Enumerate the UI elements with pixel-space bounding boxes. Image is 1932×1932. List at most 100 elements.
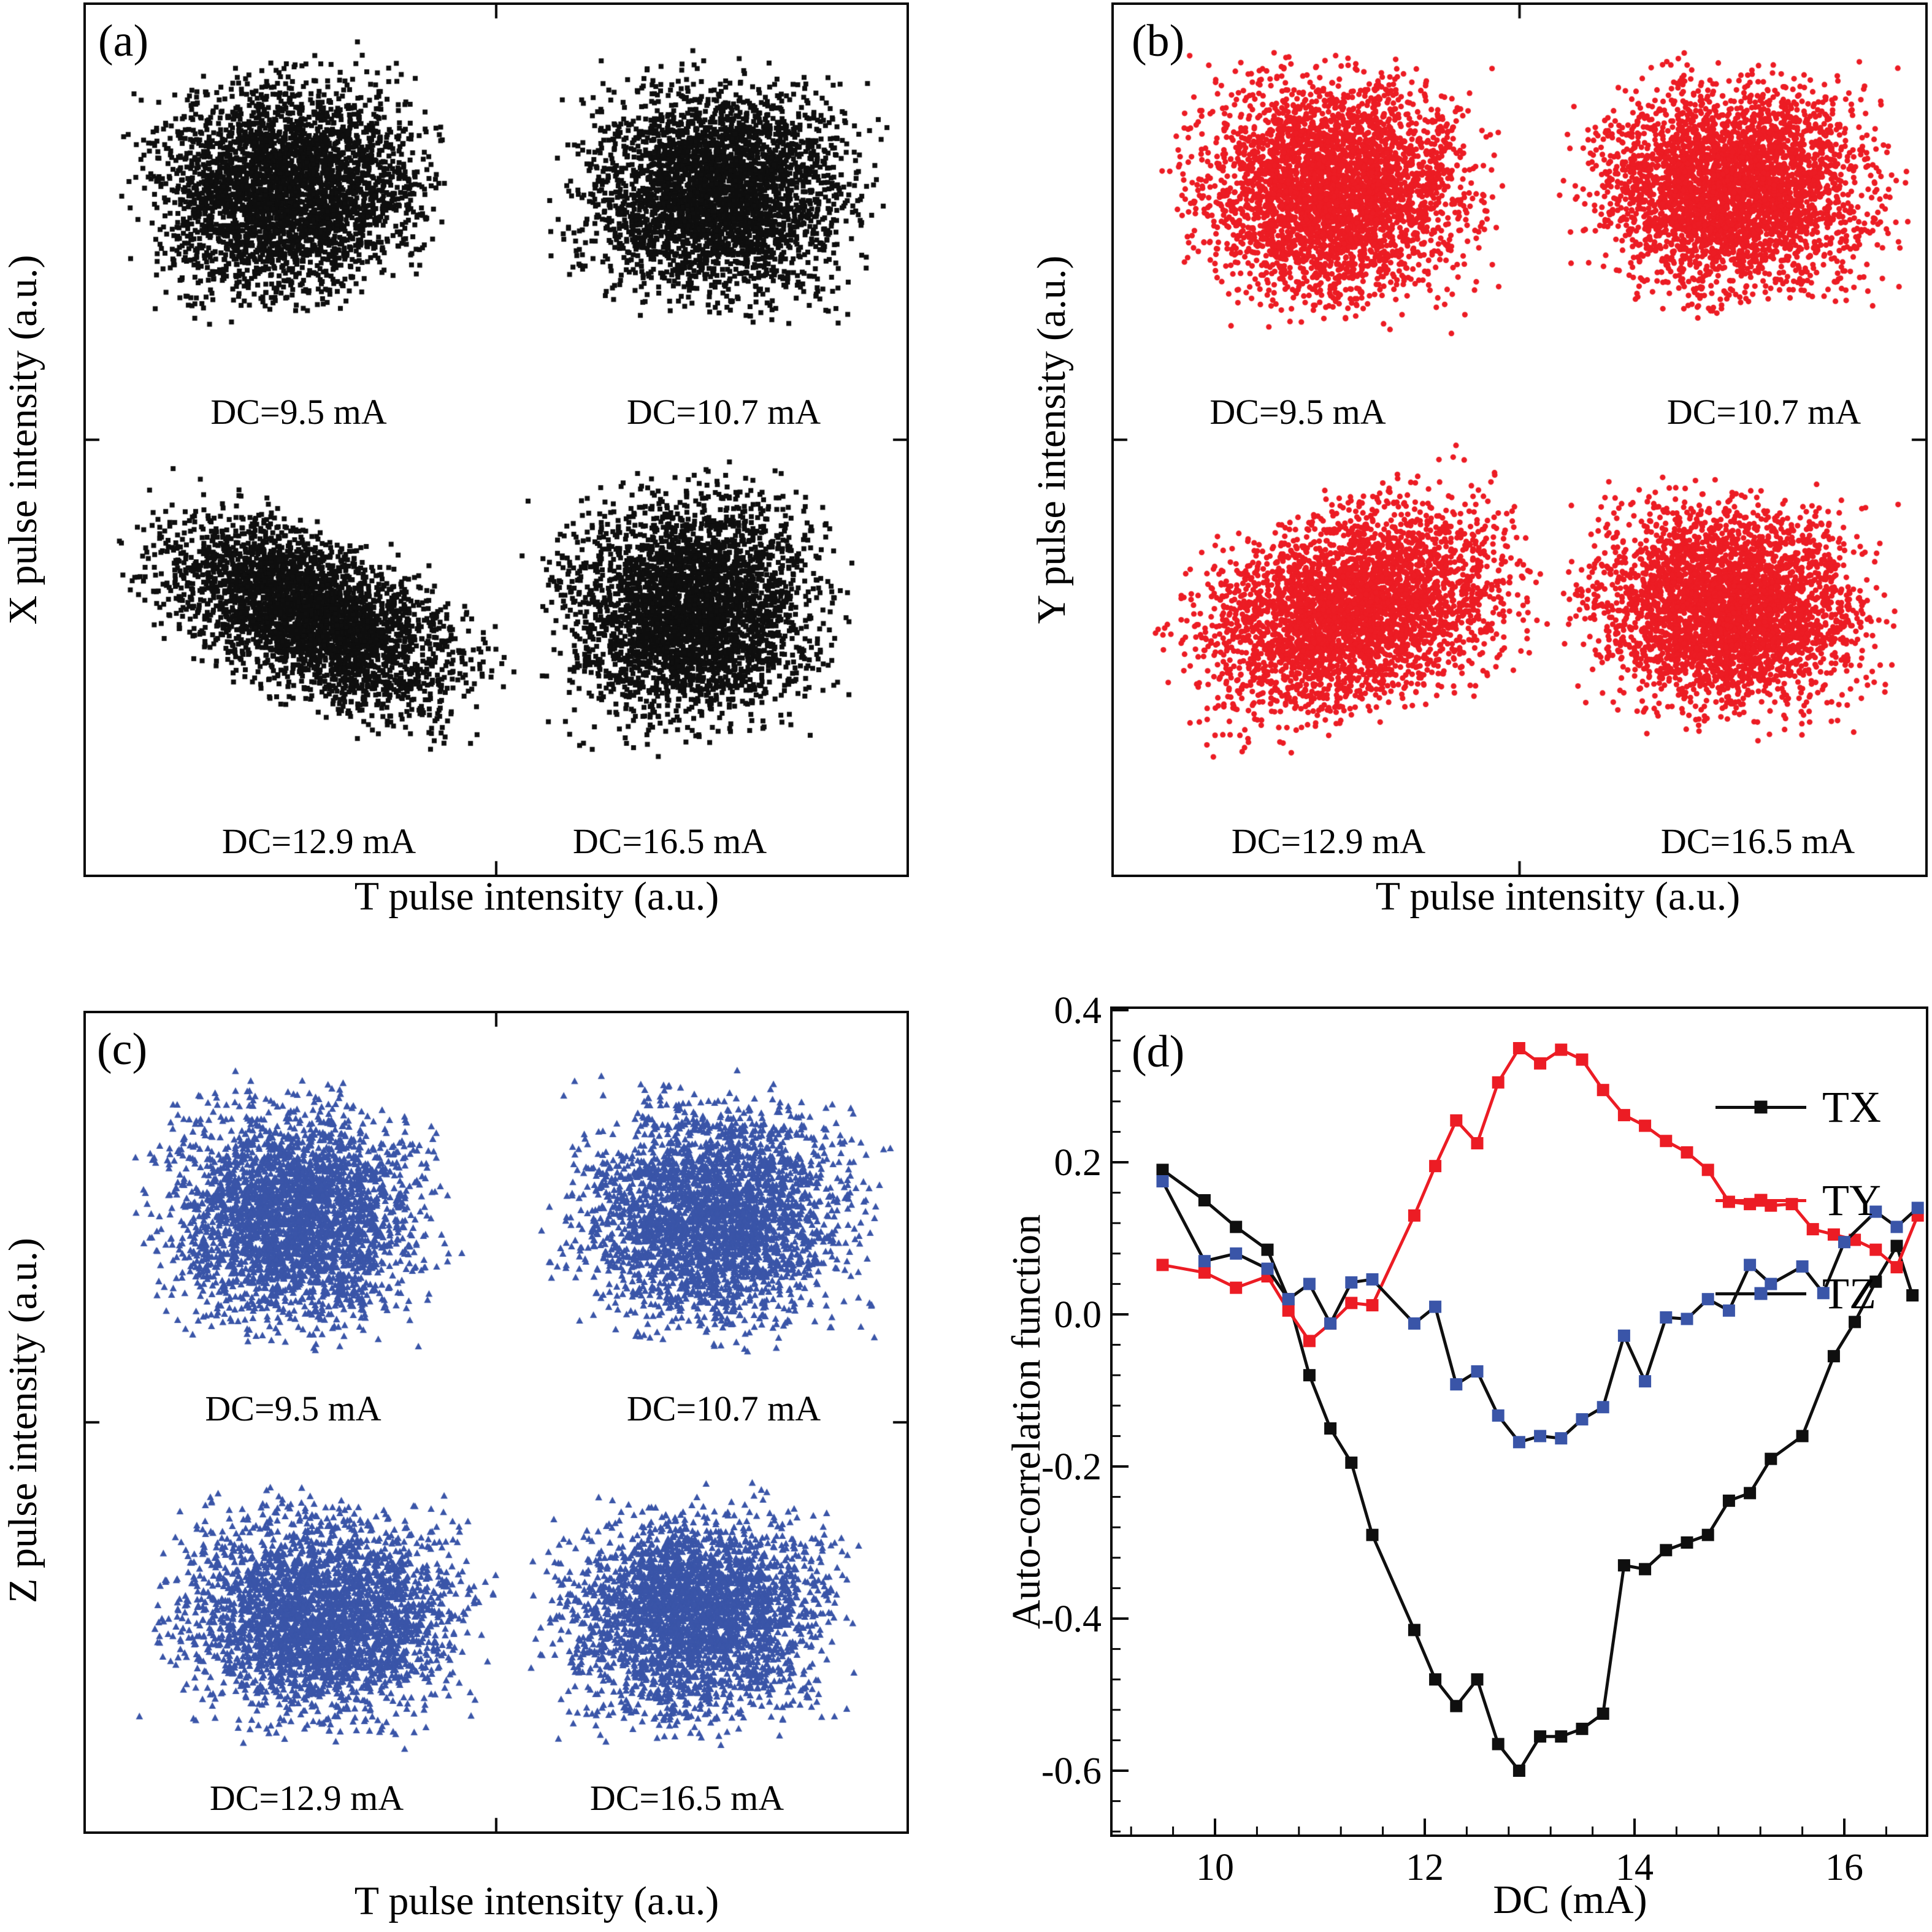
acf-point-TX — [1156, 1163, 1169, 1176]
acf-point-TY — [1555, 1043, 1568, 1056]
acf-point-TY — [1890, 1261, 1903, 1274]
y-tick-label: 0.4 — [1054, 990, 1102, 1032]
panel-d-xlabel: DC (mA) — [1493, 1877, 1647, 1922]
acf-point-TY — [1534, 1057, 1547, 1070]
acf-point-TX — [1408, 1623, 1420, 1636]
acf-point-TZ — [1660, 1311, 1673, 1324]
panel-a-ylabel: X pulse intensity (a.u.) — [1, 255, 45, 625]
dc-current-annotation: DC=10.7 mA — [626, 1389, 821, 1428]
x-tick-label: 12 — [1406, 1847, 1444, 1888]
acf-point-TX — [1906, 1289, 1919, 1301]
panel-b-ylabel: Y pulse intensity (a.u.) — [1029, 255, 1074, 624]
acf-point-TZ — [1512, 1436, 1525, 1449]
acf-point-TX — [1744, 1487, 1757, 1500]
acf-point-TZ — [1156, 1175, 1169, 1187]
acf-point-TZ — [1765, 1278, 1777, 1290]
dc-current-annotation: DC=10.7 mA — [1666, 392, 1861, 432]
acf-point-TX — [1701, 1528, 1714, 1541]
acf-point-TZ — [1722, 1304, 1735, 1317]
acf-point-TZ — [1345, 1276, 1358, 1289]
acf-point-TX — [1534, 1730, 1547, 1743]
acf-point-TZ — [1744, 1259, 1757, 1271]
legend-item-tx: TX — [1715, 1085, 1881, 1129]
acf-point-TZ — [1838, 1236, 1850, 1249]
acf-point-TX — [1230, 1221, 1243, 1233]
panel-a-letter: (a) — [98, 16, 149, 66]
acf-point-TX — [1597, 1708, 1609, 1720]
legend-line-tz — [1715, 1287, 1806, 1300]
acf-point-TZ — [1261, 1262, 1274, 1275]
acf-point-TX — [1681, 1536, 1693, 1549]
acf-point-TX — [1765, 1452, 1777, 1465]
acf-point-TY — [1408, 1209, 1420, 1222]
panel-b-xlabel: T pulse intensity (a.u.) — [1375, 874, 1741, 919]
acf-point-TZ — [1576, 1413, 1589, 1426]
acf-point-TX — [1796, 1430, 1809, 1443]
acf-point-TY — [1806, 1223, 1819, 1236]
acf-point-TX — [1512, 1765, 1525, 1777]
dc-current-annotation: DC=12.9 mA — [209, 1778, 404, 1818]
acf-point-TX — [1869, 1275, 1882, 1288]
acf-point-TX — [1303, 1369, 1316, 1382]
acf-point-TZ — [1701, 1293, 1714, 1306]
acf-point-TY — [1429, 1160, 1442, 1173]
y-tick-label: -0.4 — [1041, 1598, 1102, 1640]
acf-point-TZ — [1681, 1313, 1693, 1325]
dc-current-annotation: DC=9.5 mA — [1209, 392, 1386, 432]
legend-line-ty — [1715, 1194, 1806, 1207]
acf-point-TZ — [1639, 1375, 1652, 1388]
acf-point-TY — [1156, 1259, 1169, 1271]
legend-label-tz: TZ — [1822, 1269, 1876, 1318]
legend-item-ty: TY — [1715, 1178, 1881, 1222]
acf-point-TZ — [1303, 1278, 1316, 1290]
acf-point-TY — [1282, 1304, 1295, 1317]
acf-point-TZ — [1534, 1430, 1547, 1443]
acf-point-TX — [1639, 1563, 1652, 1576]
legend-label-tx: TX — [1822, 1083, 1881, 1132]
acf-point-TZ — [1911, 1202, 1924, 1214]
acf-point-TZ — [1366, 1273, 1379, 1286]
dc-current-annotation: DC=9.5 mA — [205, 1389, 381, 1428]
acf-point-TZ — [1324, 1317, 1337, 1330]
panel-c-scatter-canvas — [86, 1013, 907, 1831]
panel-d-letter: (d) — [1132, 1027, 1185, 1077]
acf-point-TX — [1617, 1559, 1630, 1572]
acf-point-TY — [1198, 1266, 1211, 1279]
acf-series-line-TY — [1162, 1046, 1920, 1343]
panel-c-xlabel: T pulse intensity (a.u.) — [354, 1879, 719, 1923]
acf-point-TX — [1429, 1673, 1442, 1686]
dc-current-annotation: DC=16.5 mA — [589, 1778, 784, 1818]
acf-point-TX — [1660, 1544, 1673, 1557]
legend-marker-tx-square — [1754, 1100, 1768, 1114]
panel-d-ylabel: Auto-correlation function — [1004, 1214, 1049, 1630]
y-tick-label: 0.2 — [1054, 1142, 1102, 1184]
acf-point-TX — [1722, 1494, 1735, 1507]
y-tick-label: -0.2 — [1041, 1446, 1102, 1488]
acf-point-TZ — [1597, 1401, 1609, 1414]
legend-marker-tz-square — [1754, 1287, 1768, 1300]
acf-point-TZ — [1890, 1221, 1903, 1233]
legend-line-tx — [1715, 1100, 1806, 1114]
acf-point-TZ — [1198, 1255, 1211, 1268]
acf-point-TZ — [1617, 1329, 1630, 1342]
dc-current-annotation: DC=16.5 mA — [572, 821, 767, 861]
acf-point-TZ — [1429, 1300, 1442, 1313]
acf-point-TZ — [1450, 1378, 1463, 1391]
legend-item-tz: TZ — [1715, 1271, 1876, 1316]
acf-point-TX — [1555, 1730, 1568, 1743]
acf-point-TX — [1261, 1243, 1274, 1256]
acf-point-TX — [1324, 1422, 1337, 1435]
acf-point-TZ — [1408, 1317, 1420, 1330]
acf-point-TY — [1345, 1297, 1358, 1309]
panel-b-scatter-canvas — [1114, 5, 1925, 875]
dc-current-annotation: DC=10.7 mA — [626, 392, 821, 432]
acf-point-TY — [1512, 1042, 1525, 1054]
acf-point-TY — [1303, 1335, 1316, 1347]
y-tick-label: 0.0 — [1054, 1294, 1102, 1336]
dc-current-annotation: DC=9.5 mA — [210, 392, 387, 432]
x-tick-label: 16 — [1825, 1847, 1863, 1888]
acf-point-TY — [1576, 1053, 1589, 1066]
panel-a-scatter-canvas — [86, 5, 907, 875]
acf-point-TY — [1660, 1135, 1673, 1148]
